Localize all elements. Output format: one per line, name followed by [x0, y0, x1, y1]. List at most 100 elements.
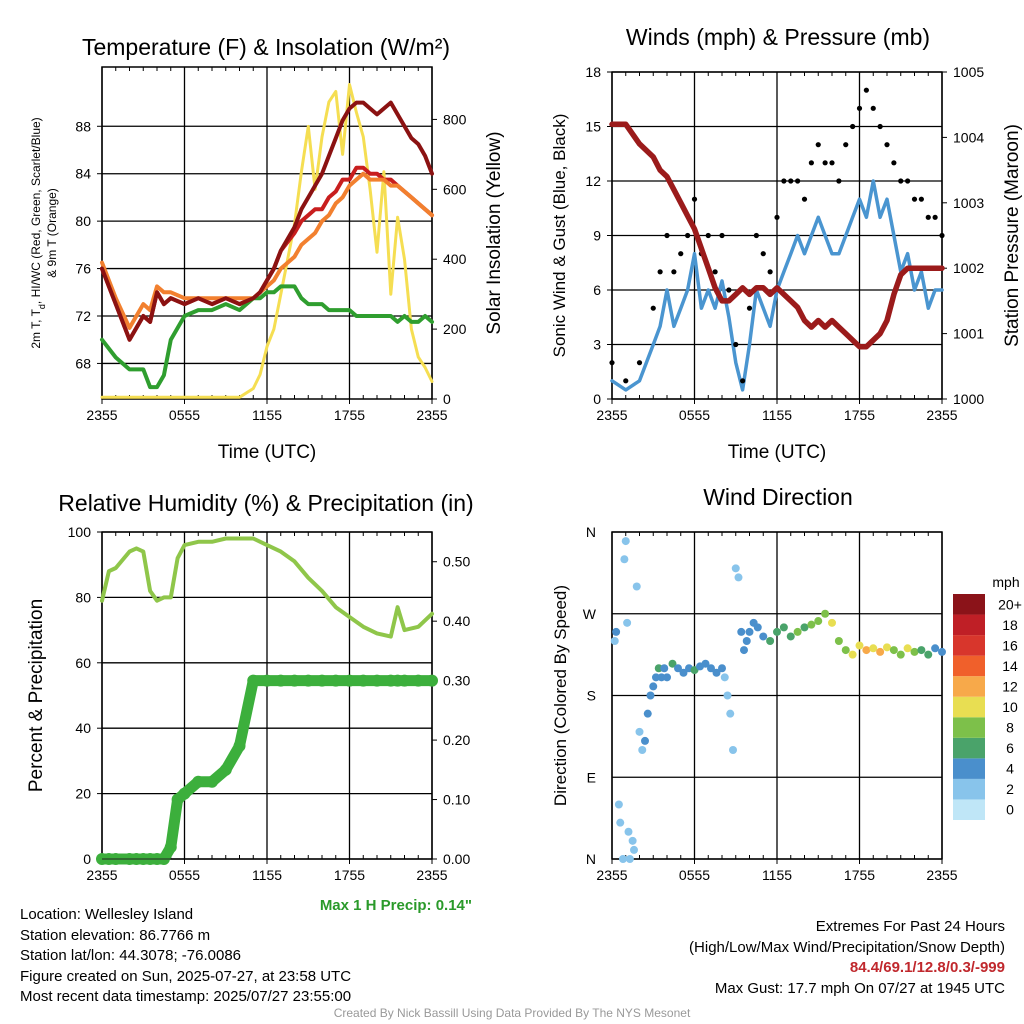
winds-gust-point — [740, 378, 745, 383]
winds-ytick-label: 15 — [585, 119, 601, 135]
station-elevation: Station elevation: 86.7766 m — [20, 926, 351, 947]
winds-gust-point — [823, 160, 828, 165]
temperature-y2label: Solar Insolation (Yellow) — [484, 131, 505, 334]
wind-direction-colorbar-cell — [953, 738, 985, 759]
winds-gust-point — [802, 197, 807, 202]
humidity-ytick-label: 0 — [83, 851, 91, 867]
wind-direction-colorbar-cell — [953, 799, 985, 820]
winds-gust-point — [926, 215, 931, 220]
temperature-title: Temperature (F) & Insolation (W/m²) — [82, 34, 450, 60]
temperature-ylabel-line2: & 9m T (Orange) — [45, 188, 59, 278]
recent-timestamp: Most recent data timestamp: 2025/07/27 2… — [20, 987, 351, 1008]
extremes-info: Extremes For Past 24 Hours (High/Low/Max… — [689, 917, 1005, 999]
humidity-xtick-label: 2355 — [416, 867, 447, 883]
winds-gust-point — [905, 178, 910, 183]
wind-direction-ytick-label: S — [587, 688, 596, 704]
winds-gust-point — [719, 233, 724, 238]
temperature-y2tick-label: 200 — [443, 321, 467, 337]
humidity-panel: 2355 0555 1155 1755 2355 Relative Humidity (%… — [26, 490, 474, 914]
winds-gust-point — [912, 197, 917, 202]
winds-gust-point — [747, 306, 752, 311]
temperature-ylabel-rest: , HI/WC (Red, Green, Scarlet/Blue) — [29, 117, 43, 304]
wind-direction-ytick-label: W — [583, 606, 597, 622]
wind-direction-point — [883, 643, 891, 651]
winds-y2tick-label: 1000 — [953, 391, 984, 407]
temperature-ylabel-part: 2m T, T — [29, 308, 43, 348]
winds-ylabel: Sonic Wind & Gust (Blue, Black) — [550, 114, 569, 358]
wind-direction-point — [759, 632, 767, 640]
winds-gust-point — [788, 178, 793, 183]
winds-ytick-label: 0 — [593, 391, 601, 407]
wind-direction-point — [890, 646, 898, 654]
wind-direction-point — [869, 644, 877, 652]
extremes-title: Extremes For Past 24 Hours — [689, 917, 1005, 938]
wind-direction-point — [644, 710, 652, 718]
wind-direction-point — [938, 648, 946, 656]
wind-direction-colorbar-cell — [953, 594, 985, 615]
wind-direction-colorbar-label: 18 — [1002, 617, 1018, 633]
wind-direction-colorbar-label: 8 — [1006, 720, 1014, 736]
winds-gust-point — [939, 233, 944, 238]
wind-direction-xtick-label: 1155 — [762, 867, 792, 883]
temperature-y2tick-label: 800 — [443, 111, 467, 127]
winds-gust-point — [829, 160, 834, 165]
wind-direction-xtick-label: 2355 — [596, 867, 627, 883]
humidity-xtick-label: 1155 — [252, 867, 282, 883]
winds-gust-point — [609, 360, 614, 365]
wind-direction-point — [660, 664, 668, 672]
wind-direction-point — [616, 819, 624, 827]
wind-direction-colorbar-title: mph — [992, 574, 1019, 590]
wind-direction-point — [740, 646, 748, 654]
figure-created: Figure created on Sun, 2025-07-27, at 23… — [20, 967, 351, 988]
winds-xlabel: Time (UTC) — [728, 442, 827, 463]
winds-y2tick-label: 1005 — [953, 64, 984, 80]
wind-direction-point — [626, 855, 634, 863]
winds-gust-point — [692, 197, 697, 202]
wind-direction-point — [737, 628, 745, 636]
temperature-ytick-label: 68 — [75, 355, 91, 371]
winds-gust-point — [671, 269, 676, 274]
wind-direction-point — [641, 737, 649, 745]
winds-y2tick-label: 1001 — [953, 326, 984, 342]
wind-direction-point — [754, 623, 762, 631]
wind-direction-point — [633, 583, 641, 591]
humidity-ytick-label: 20 — [75, 786, 91, 802]
temperature-ytick-label: 84 — [75, 166, 91, 182]
wind-direction-point — [623, 619, 631, 627]
humidity-y2tick-label: 0.50 — [443, 554, 470, 570]
wind-direction-point — [911, 648, 919, 656]
humidity-y2tick-label: 0.00 — [443, 851, 470, 867]
wind-direction-point — [773, 628, 781, 636]
temperature-panel: 2355 0555 1155 1755 2355Temperature (F) & In… — [29, 34, 505, 463]
winds-gust-point — [850, 124, 855, 129]
winds-gust-point — [706, 233, 711, 238]
winds-gust-point — [623, 378, 628, 383]
wind-direction-panel: 2355 0555 1155 1755 2355 Wind Direction N E S W N D… — [551, 484, 1022, 883]
winds-gust-point — [658, 269, 663, 274]
winds-xtick-label: 2355 — [926, 407, 957, 423]
wind-direction-point — [638, 746, 646, 754]
winds-y2label: Station Pressure (Maroon) — [1002, 124, 1023, 347]
winds-gust-point — [754, 233, 759, 238]
wind-direction-point — [821, 610, 829, 618]
humidity-ytick-label: 60 — [75, 655, 91, 671]
extremes-subtitle: (High/Low/Max Wind/Precipitation/Snow De… — [689, 938, 1005, 959]
wind-direction-colorbar-cell — [953, 615, 985, 636]
winds-gust-point — [685, 233, 690, 238]
winds-gust-point — [933, 215, 938, 220]
wind-direction-point — [625, 828, 633, 836]
humidity-ytick-label: 100 — [68, 524, 92, 540]
wind-direction-colorbar-cell — [953, 635, 985, 656]
wind-direction-point — [619, 855, 627, 863]
winds-gust-point — [809, 160, 814, 165]
temperature-ytick-label: 76 — [75, 261, 91, 277]
station-info: Location: Wellesley Island Station eleva… — [20, 905, 351, 1008]
wind-direction-colorbar-label: 20+ — [998, 596, 1022, 612]
wind-direction-title: Wind Direction — [703, 484, 853, 510]
temperature-xtick-label: 2355 — [416, 407, 447, 423]
temperature-ytick-label: 72 — [75, 308, 91, 324]
humidity-y2tick-label: 0.40 — [443, 613, 470, 629]
temperature-y2tick-label: 400 — [443, 251, 467, 267]
wind-direction-point — [862, 646, 870, 654]
humidity-y2tick-label: 0.10 — [443, 792, 470, 808]
